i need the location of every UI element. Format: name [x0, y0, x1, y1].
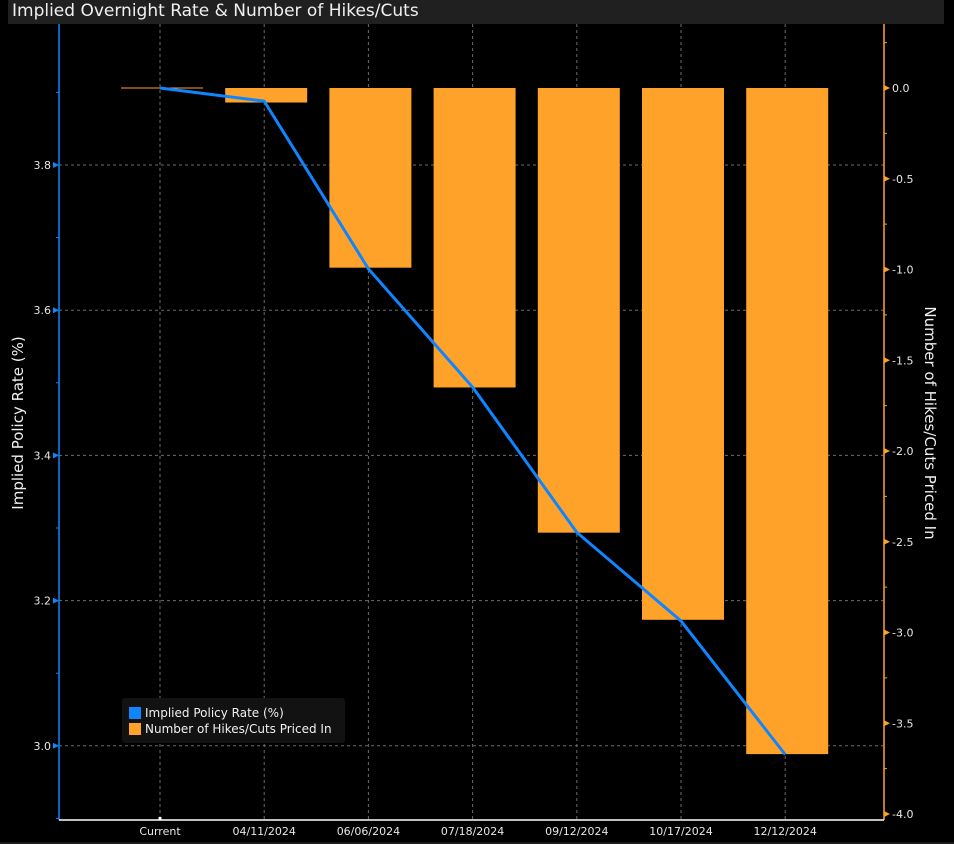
- x-tick-label: 06/06/2024: [337, 825, 400, 838]
- left-tick-label: 3.8: [34, 159, 52, 172]
- right-tick-marker: [884, 266, 890, 273]
- right-tick-label: -1.5: [892, 354, 913, 367]
- bar: [642, 88, 724, 620]
- right-tick-marker: [884, 629, 890, 636]
- bar: [746, 88, 829, 755]
- left-tick-label: 3.0: [34, 740, 52, 753]
- left-tick-marker: [53, 162, 59, 168]
- right-tick-label: -2.5: [892, 536, 913, 549]
- right-tick-label: -3.0: [892, 627, 913, 640]
- right-tick-marker: [884, 448, 890, 454]
- left-tick-marker: [53, 307, 59, 314]
- right-tick-marker: [884, 720, 890, 727]
- right-tick-marker: [884, 85, 890, 91]
- x-tick-label: 10/17/2024: [649, 825, 712, 838]
- x-tick-label: 09/12/2024: [545, 825, 608, 838]
- legend-swatch-orange: [129, 723, 141, 735]
- axes: 3.0 3.2 3.4 3.6 3.8 0.0 -0.5 -1.0 -1.5 -2.0 -2.5 -3…: [34, 24, 913, 821]
- right-tick-marker: [884, 811, 890, 817]
- x-tick-label: 12/12/2024: [753, 825, 816, 838]
- right-tick-label: 0.0: [892, 82, 910, 95]
- x-tick-labels: Current 04/11/2024 06/06/2024 07/18/2024 09/…: [139, 825, 817, 838]
- right-tick-marker: [884, 357, 890, 364]
- line-layer: [159, 86, 787, 756]
- bar: [225, 88, 308, 103]
- right-tick-label: -3.5: [892, 717, 913, 730]
- right-tick-label: -0.5: [892, 173, 913, 186]
- legend: Implied Policy Rate (%) Number of Hikes/…: [122, 698, 345, 743]
- x-tick-label: 07/18/2024: [441, 825, 504, 838]
- left-tick-label: 3.2: [34, 595, 52, 608]
- left-axis-title: Implied Policy Rate (%): [9, 336, 27, 509]
- right-tick-label: -1.0: [892, 264, 913, 277]
- right-tick-marker: [884, 538, 890, 545]
- bar: [433, 88, 516, 388]
- title-bar: Implied Overnight Rate & Number of Hikes…: [8, 0, 944, 24]
- x-tick-label: 04/11/2024: [232, 825, 295, 838]
- legend-item-policy-rate: Implied Policy Rate (%): [129, 705, 284, 721]
- legend-label: Implied Policy Rate (%): [145, 706, 284, 720]
- legend-swatch-blue: [129, 707, 141, 719]
- left-tick-marker: [53, 597, 59, 604]
- left-tick-marker: [53, 452, 59, 459]
- legend-label: Number of Hikes/Cuts Priced In: [145, 722, 332, 736]
- bar: [537, 88, 620, 533]
- right-tick-label: -2.0: [892, 445, 913, 458]
- chart-title: Implied Overnight Rate & Number of Hikes…: [12, 1, 419, 21]
- left-tick-label: 3.4: [34, 449, 52, 462]
- bottom-strip: [0, 842, 954, 844]
- right-axis-title: Number of Hikes/Cuts Priced In: [921, 306, 939, 539]
- bars: [121, 87, 829, 755]
- left-tick-label: 3.6: [34, 304, 52, 317]
- legend-item-hikes-cuts: Number of Hikes/Cuts Priced In: [129, 721, 332, 737]
- right-tick-label: -4.0: [892, 808, 913, 821]
- right-tick-marker: [884, 175, 890, 182]
- bar: [329, 88, 412, 268]
- x-current-marker: [158, 817, 162, 820]
- x-tick-label: Current: [139, 825, 181, 838]
- left-tick-marker: [53, 742, 59, 749]
